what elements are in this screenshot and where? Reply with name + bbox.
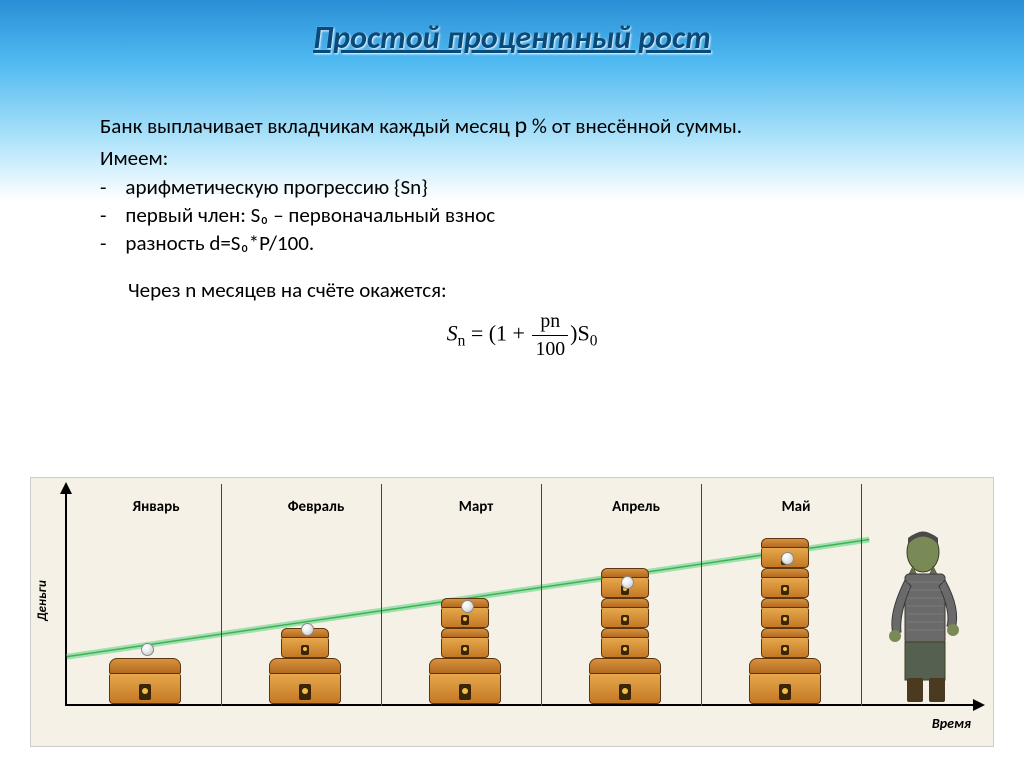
formula-rhs-sub: 0	[590, 333, 598, 350]
bullet-list: - арифметическую прогрессию {Sn} - первы…	[100, 173, 944, 258]
bullet-3-text: разность d=S₀*P/100.	[125, 230, 314, 256]
chest-stack	[235, 628, 375, 704]
merchant-figure	[883, 524, 973, 704]
bullet-2: - первый член: S₀ – первоначальный взнос	[100, 201, 944, 229]
data-point	[141, 643, 154, 656]
x-axis	[65, 704, 983, 706]
chest-big	[429, 658, 501, 704]
month-gridline	[541, 484, 542, 706]
chest-small	[761, 598, 809, 628]
month-gridline	[381, 484, 382, 706]
formula-lhs: S	[447, 320, 458, 345]
formula-fraction: pn100	[532, 308, 568, 362]
data-point	[621, 576, 634, 589]
formula: Sn = (1 + pn100)S0	[100, 308, 944, 362]
slide-title: Простой процентный рост	[0, 18, 1024, 57]
frac-num: pn	[532, 308, 568, 336]
frac-den: 100	[532, 336, 568, 363]
chest-small	[601, 598, 649, 628]
bullet-1: - арифметическую прогрессию {Sn}	[100, 173, 944, 201]
chest-big	[269, 658, 341, 704]
formula-close: )S	[570, 320, 590, 345]
bullet-3: - разность d=S₀*P/100.	[100, 229, 944, 257]
month-gridline	[221, 484, 222, 706]
bullet-1-text: арифметическую прогрессию {Sn}	[125, 174, 427, 200]
formula-eq: = (1 +	[465, 320, 530, 345]
growth-chart: Деньги Время Январь Февраль Март Апрель Май	[30, 477, 994, 747]
intro-text-2: % от внесённой суммы.	[527, 113, 742, 139]
chest-big	[589, 658, 661, 704]
y-axis	[65, 484, 67, 706]
y-axis-label: Деньги	[35, 580, 50, 621]
intro-p: p	[515, 111, 528, 140]
month-label: Январь	[91, 498, 221, 516]
month-gridline	[861, 484, 862, 706]
intro-text-1: Банк выплачивает вкладчикам каждый месяц	[100, 113, 515, 139]
month-label: Апрель	[571, 498, 701, 516]
month-label: Май	[731, 498, 861, 516]
chest-stack	[75, 658, 215, 704]
has-line: Имеем:	[100, 144, 944, 172]
month-label: Февраль	[251, 498, 381, 516]
chest-small	[441, 628, 489, 658]
chest-big	[109, 658, 181, 704]
data-point	[301, 623, 314, 636]
month-label: Март	[411, 498, 541, 516]
chest-small	[761, 568, 809, 598]
chest-big	[749, 658, 821, 704]
chest-small	[601, 628, 649, 658]
data-point	[781, 552, 794, 565]
data-point	[461, 600, 474, 613]
text-content: Банк выплачивает вкладчикам каждый месяц…	[100, 110, 944, 363]
result-line: Через n месяцев на счёте окажется:	[128, 276, 944, 304]
intro-line: Банк выплачивает вкладчикам каждый месяц…	[100, 110, 944, 142]
bullet-2-text: первый член: S₀ – первоначальный взнос	[125, 202, 495, 228]
x-axis-label: Время	[932, 715, 971, 732]
chest-small	[761, 628, 809, 658]
month-gridline	[701, 484, 702, 706]
chest-stack	[395, 598, 535, 704]
